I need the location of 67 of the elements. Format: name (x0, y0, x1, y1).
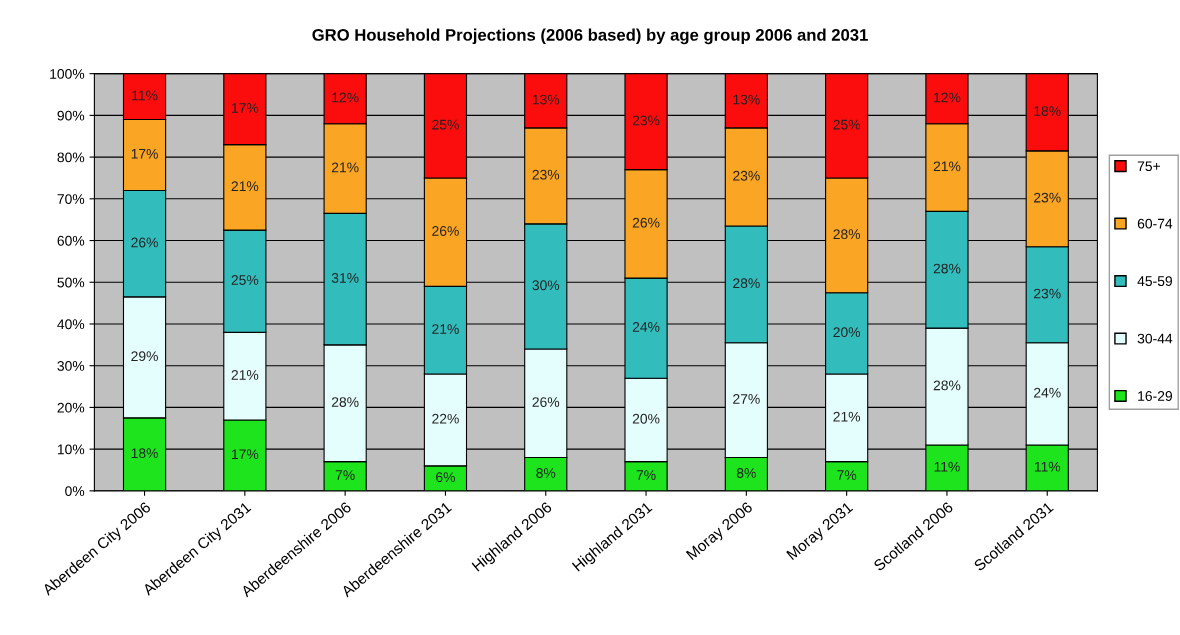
data-label: 21% (231, 370, 259, 380)
data-label: 23% (532, 169, 560, 180)
data-label: 21% (331, 162, 359, 173)
legend-label: 30-44 (1137, 333, 1173, 344)
data-label: 18% (131, 448, 158, 459)
data-label: 27% (733, 394, 760, 404)
y-tick-label: 10% (57, 444, 85, 455)
y-tick-label: 50% (57, 277, 85, 288)
data-label: 17% (131, 148, 158, 159)
y-tick-label: 80% (57, 152, 85, 163)
data-label: 12% (934, 92, 961, 103)
data-label: 17% (232, 103, 259, 113)
data-label: 21% (933, 161, 961, 172)
legend-label: 45-59 (1137, 276, 1172, 287)
data-label: 7% (636, 470, 656, 480)
data-label: 28% (733, 278, 760, 289)
data-label: 25% (432, 119, 459, 130)
data-label: 25% (833, 119, 861, 130)
y-tick-label: 40% (57, 319, 85, 330)
data-label: 17% (232, 449, 259, 460)
data-label: 20% (833, 327, 861, 338)
data-label: 11% (934, 461, 960, 472)
data-label: 24% (632, 322, 660, 332)
data-label: 23% (632, 115, 660, 126)
data-label: 23% (1034, 288, 1061, 299)
data-label: 26% (131, 237, 158, 248)
data-label: 21% (833, 411, 861, 422)
chart-title: GRO Household Projections (2006 based) by age group 2006 and 2031 (312, 28, 868, 45)
data-label: 8% (536, 468, 556, 478)
data-label: 13% (532, 94, 560, 105)
data-label: 21% (432, 324, 459, 334)
y-tick-label: 100% (50, 68, 85, 79)
data-label: 22% (432, 413, 459, 424)
data-label: 26% (432, 226, 459, 236)
data-label: 24% (1034, 387, 1061, 398)
data-label: 30% (532, 280, 560, 291)
data-label: 7% (837, 470, 857, 480)
y-tick-label: 30% (57, 361, 85, 371)
data-label: 11% (132, 90, 158, 101)
legend-label: 75+ (1137, 161, 1161, 172)
data-label: 28% (933, 380, 961, 391)
data-label: 25% (231, 275, 259, 285)
data-label: 28% (933, 263, 961, 274)
legend-label: 16-29 (1138, 391, 1172, 401)
data-label: 21% (231, 181, 259, 192)
data-label: 23% (733, 170, 760, 181)
y-tick-label: 20% (57, 402, 85, 413)
data-label: 13% (733, 94, 760, 105)
data-label: 8% (736, 468, 756, 478)
data-label: 18% (1034, 106, 1061, 116)
data-label: 28% (331, 397, 359, 407)
data-label: 31% (331, 273, 359, 283)
y-tick-label: 70% (57, 194, 85, 204)
data-label: 7% (335, 470, 355, 480)
y-tick-label: 90% (57, 110, 85, 121)
data-label: 23% (1034, 192, 1061, 203)
data-label: 26% (632, 217, 660, 228)
legend-label: 60-74 (1137, 218, 1173, 229)
data-label: 20% (632, 413, 660, 424)
data-label: 29% (131, 351, 158, 362)
y-tick-label: 60% (57, 235, 85, 246)
data-label: 28% (833, 229, 861, 240)
data-label: 6% (436, 472, 455, 483)
y-tick-label: 0% (65, 486, 85, 497)
data-label: 26% (532, 397, 560, 407)
data-label: 11% (1034, 461, 1061, 472)
data-label: 12% (332, 92, 359, 103)
